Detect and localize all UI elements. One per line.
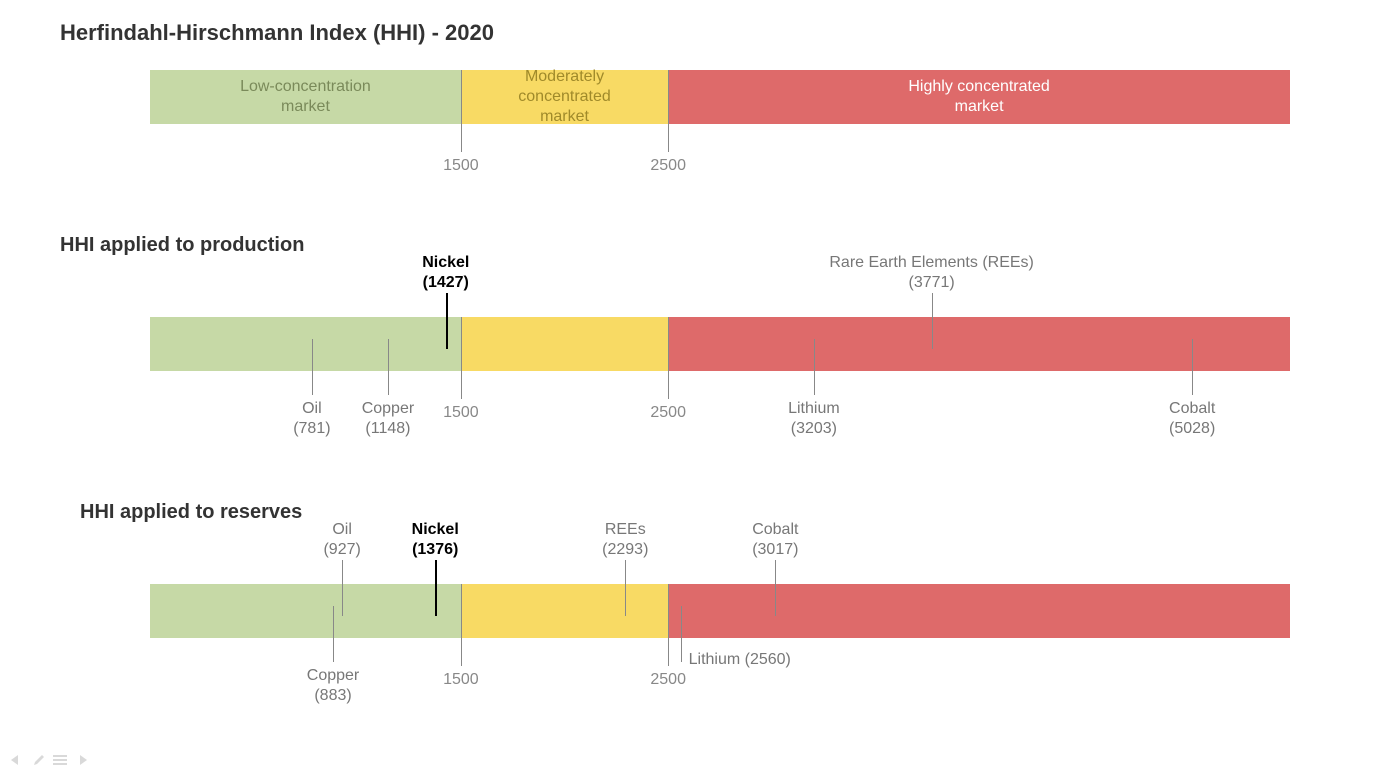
concentration-bar	[150, 584, 1290, 638]
marker-line	[446, 293, 448, 349]
concentration-bar: Low-concentration marketModerately conce…	[150, 70, 1290, 124]
marker-label: Rare Earth Elements (REEs)(3771)	[829, 253, 1034, 293]
axis-tick-label: 2500	[650, 670, 686, 690]
marker-line	[333, 606, 334, 662]
axis-tick	[461, 70, 462, 152]
axis-tick	[668, 317, 669, 399]
page-title: Herfindahl-Hirschmann Index (HHI) - 2020	[60, 20, 1326, 46]
hhi-scale-legend: Low-concentration marketModerately conce…	[150, 70, 1290, 184]
hhi-production-chart: 15002500Nickel(1427)Rare Earth Elements …	[150, 317, 1290, 451]
marker-label: Oil(781)	[293, 399, 330, 439]
marker-line	[1192, 339, 1193, 395]
axis-tick	[461, 584, 462, 666]
segment-low	[150, 317, 461, 371]
arrow-right-icon[interactable]	[74, 753, 92, 767]
axis-tick-label: 2500	[650, 403, 686, 423]
axis-tick-label: 1500	[443, 403, 479, 423]
segment-high: Highly concentrated market	[668, 70, 1290, 124]
axis-tick	[461, 317, 462, 399]
marker-label: Lithium (2560)	[689, 650, 791, 670]
marker-label: Cobalt(3017)	[752, 520, 798, 560]
marker-label: Nickel(1427)	[422, 253, 469, 293]
axis-tick-label: 2500	[650, 156, 686, 176]
segment-mid: Moderately concentrated market	[461, 70, 668, 124]
arrow-left-icon[interactable]	[8, 753, 26, 767]
concentration-bar	[150, 317, 1290, 371]
axis-tick-label: 1500	[443, 670, 479, 690]
axis-tick	[668, 70, 669, 152]
hhi-reserves-chart: 15002500Oil(927)Nickel(1376)REEs(2293)Co…	[150, 584, 1290, 708]
segment-label-low: Low-concentration market	[150, 70, 461, 124]
slide-nav-toolbar	[8, 753, 92, 767]
subtitle-reserves: HHI applied to reserves	[80, 501, 1326, 524]
axis-tick-label: 1500	[443, 156, 479, 176]
marker-line	[932, 293, 933, 349]
marker-label: Oil(927)	[323, 520, 360, 560]
marker-label: Lithium(3203)	[788, 399, 840, 439]
marker-label: Copper(1148)	[362, 399, 414, 439]
marker-line	[625, 560, 626, 616]
marker-line	[435, 560, 437, 616]
subtitle-production: HHI applied to production	[60, 234, 1326, 257]
segment-low: Low-concentration market	[150, 70, 461, 124]
marker-line	[342, 560, 343, 616]
marker-label: Cobalt(5028)	[1169, 399, 1215, 439]
segment-mid	[461, 317, 668, 371]
list-icon[interactable]	[52, 753, 68, 767]
segment-high	[668, 584, 1290, 638]
segment-label-mid: Moderately concentrated market	[461, 70, 668, 124]
segment-high	[668, 317, 1290, 371]
segment-label-high: Highly concentrated market	[668, 70, 1290, 124]
marker-label: Nickel(1376)	[412, 520, 459, 560]
marker-line	[681, 606, 682, 662]
marker-line	[388, 339, 389, 395]
marker-line	[775, 560, 776, 616]
marker-line	[814, 339, 815, 395]
marker-label: Copper(883)	[307, 666, 359, 706]
marker-label: REEs(2293)	[602, 520, 648, 560]
segment-low	[150, 584, 461, 638]
pencil-icon[interactable]	[32, 753, 46, 767]
axis-tick	[668, 584, 669, 666]
marker-line	[312, 339, 313, 395]
segment-mid	[461, 584, 668, 638]
